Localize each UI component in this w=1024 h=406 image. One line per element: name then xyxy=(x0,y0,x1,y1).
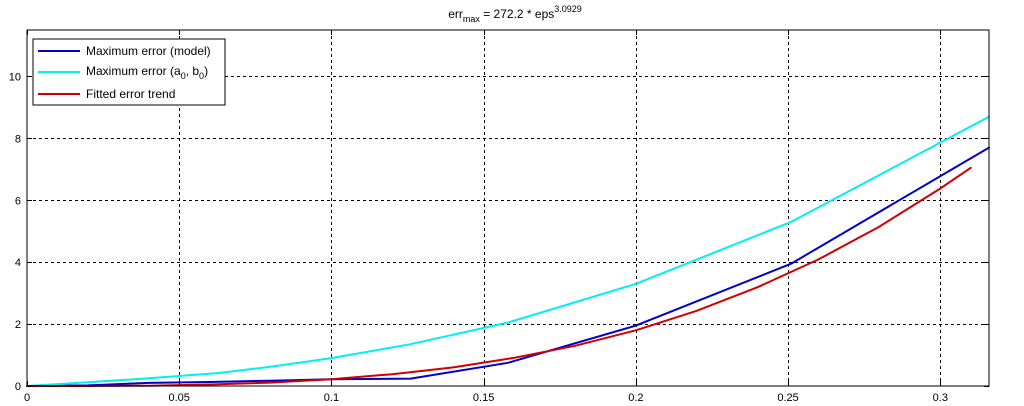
legend-label-model: Maximum error (model) xyxy=(86,44,211,58)
y-tick-label: 8 xyxy=(15,133,21,145)
title-base: err xyxy=(448,7,463,21)
y-axis: 0 2 4 6 8 10 xyxy=(9,71,989,393)
y-tick-label: 2 xyxy=(15,319,21,331)
y-tick-label: 4 xyxy=(15,257,21,269)
x-tick-label: 0.05 xyxy=(169,392,190,404)
legend-label-fitted: Fitted error trend xyxy=(86,87,175,101)
y-tick-label: 10 xyxy=(9,71,21,83)
x-tick-label: 0.3 xyxy=(933,392,948,404)
y-tick-label: 0 xyxy=(15,381,21,393)
x-tick-label: 0.25 xyxy=(777,392,798,404)
plot-frame xyxy=(26,29,990,387)
chart-title: errmax = 272.2 * eps3.0929 xyxy=(448,4,582,24)
y-tick-label: 6 xyxy=(15,195,21,207)
title-superscript: 3.0929 xyxy=(554,4,582,14)
x-tick-label: 0.15 xyxy=(473,392,494,404)
title-middle: = 272.2 * eps xyxy=(480,7,554,21)
x-tick-label: 0 xyxy=(24,392,30,404)
legend-label-a0-b0: Maximum error (a0, b0) xyxy=(86,64,208,81)
x-grid-lines xyxy=(179,30,941,386)
series-line-fitted xyxy=(26,166,972,387)
title-subscript: max xyxy=(463,14,481,24)
x-axis: 0 0.05 0.1 0.15 0.2 0.25 0.3 xyxy=(24,30,948,404)
legend: Maximum error (model) Maximum error (a0,… xyxy=(32,38,226,106)
x-tick-label: 0.1 xyxy=(324,392,339,404)
series-line-a0-b0 xyxy=(26,115,990,387)
series-layer xyxy=(26,115,990,387)
x-tick-label: 0.2 xyxy=(628,392,643,404)
y-grid-lines xyxy=(27,76,989,325)
